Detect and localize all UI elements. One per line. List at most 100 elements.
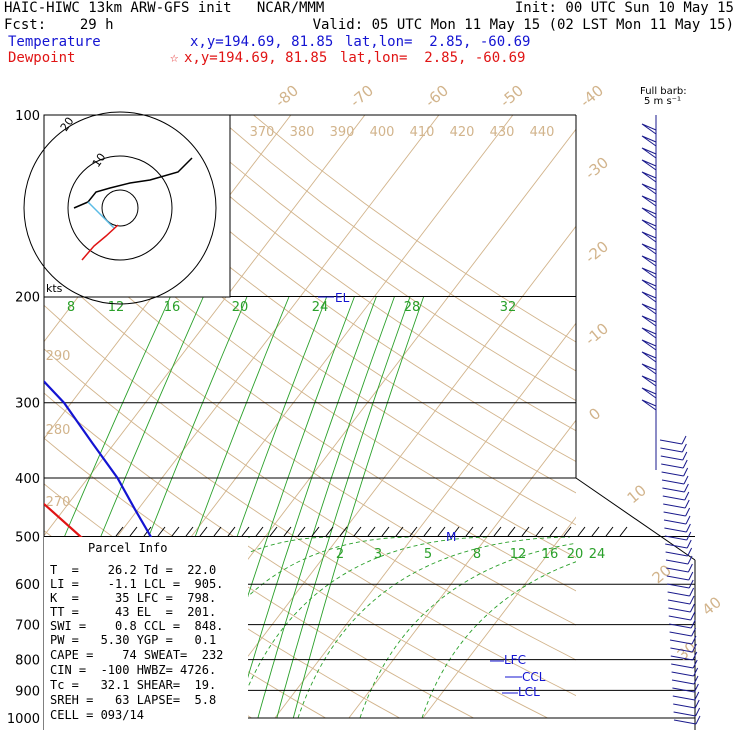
pressure-label: 1000 [7,712,40,727]
wind-barb [641,159,657,171]
wind-barb-flag [695,707,701,717]
wind-barb [671,671,694,677]
parcel-info-title: Parcel Info [88,541,167,555]
isotherm-label: -70 [347,81,377,111]
dry-adiabat-line [44,219,576,592]
wind-barb [672,687,695,693]
wind-barb [641,351,657,363]
wind-barb [672,695,695,701]
pressure-label: 300 [15,397,40,412]
wind-barb [662,487,685,493]
stability-hatch [395,526,404,537]
hodograph-units: kts [46,282,63,295]
pressure-label: 600 [15,578,40,593]
wind-barb-flag [685,507,691,517]
dry-adiabat-line [44,348,576,697]
wind-barb [665,559,689,565]
lcl-label: LCL [518,685,540,699]
stability-hatch [577,526,586,537]
mixing-ratio-label: 16 [542,547,559,562]
dry-adiabat-line [44,177,576,558]
lfc-label: LFC [504,653,526,667]
isotherm-label: 0 [585,404,604,424]
wind-barb-flag [693,667,699,677]
mixing-ratio-label: 5 [424,547,432,562]
wind-barb [641,267,657,279]
wind-barb [673,719,697,725]
mixing-ratio-label: 8 [67,300,75,315]
wind-barb [663,519,687,525]
wind-barb [641,207,657,219]
hodograph-trace-mid [87,201,115,229]
wind-barb [669,631,692,637]
stability-hatch [507,526,516,537]
theta-label: 270 [46,495,71,510]
wind-barb-flag [683,483,689,493]
isotherm-label: -40 [577,81,607,111]
mixing-ratio-label: 24 [589,547,606,562]
wind-barb [671,663,694,669]
stability-hatch [241,526,250,537]
stability-hatch [115,526,124,537]
dry-adiabat-line [253,115,576,343]
parcel-info-row: T = 26.2 Td = 22.0 [50,563,216,577]
dry-adiabat-line [44,304,576,661]
init-time: Init: 00 UTC Sun 10 May 15 [514,0,734,16]
wind-barb [641,315,657,327]
isotherm-label: 20 [649,561,675,587]
el-label: EL [335,291,350,305]
parcel-info-row: SREH = 63 LAPSE= 5.8 [50,693,216,707]
wind-barb [660,447,683,453]
wind-barb-flag [684,499,690,509]
isotherm-line [44,115,366,537]
wind-barb-flag [687,547,693,557]
isotherm-line [274,322,576,719]
wind-barb [673,703,696,709]
wind-barb-flag [688,579,694,589]
wind-key-line1: Full barb: [640,86,687,97]
parcel-info-row: K = 35 LFC = 798. [50,591,216,605]
wind-barb-flag [684,491,690,501]
dry-adiabat-line [61,115,576,494]
parcel-info-row: CIN = -100 HWBZ= 4726. [50,663,216,677]
wind-barb [641,219,657,231]
stability-hatch [409,526,418,537]
stability-hatch [171,526,180,537]
stability-hatch [311,526,320,537]
isotherm-label: -10 [582,319,612,349]
stability-hatch [437,526,446,537]
stability-hatch [269,526,278,537]
wind-barb [641,195,657,207]
theta-label: 290 [46,349,71,364]
hodograph-ring [67,155,173,261]
isotherm-line [348,419,576,719]
wind-barb [665,551,688,557]
ccl-label: CCL [522,670,546,684]
isotherm-label: -20 [582,237,612,267]
wind-barb [641,255,657,267]
wind-barb-flag [685,523,691,533]
wind-barb [669,639,693,645]
dry-adiabat-line [99,115,576,463]
hodograph-ring [23,111,217,305]
wind-barb-flag [692,651,698,661]
hodograph-ring [101,189,139,227]
mixing-ratio-label: 20 [232,300,249,315]
isotherm-line [200,225,576,719]
stability-hatch [339,526,348,537]
stability-hatch [353,526,362,537]
parcel-info-row: CELL = 093/14 [50,708,144,722]
wind-barb-flag [686,539,692,549]
theta-e-label: 380 [290,125,315,140]
wind-barb [664,527,687,533]
dry-adiabat-line [138,115,576,432]
wind-barb [663,511,686,517]
stability-hatch [227,526,236,537]
stability-hatch [521,526,530,537]
dewpoint-xy: x,y=194.69, 81.85 [184,50,328,66]
hodograph-trace-lower [81,224,119,261]
wind-barb-flag [694,691,700,701]
wind-barb-flag [693,683,699,693]
wind-barb-flag [689,595,695,605]
